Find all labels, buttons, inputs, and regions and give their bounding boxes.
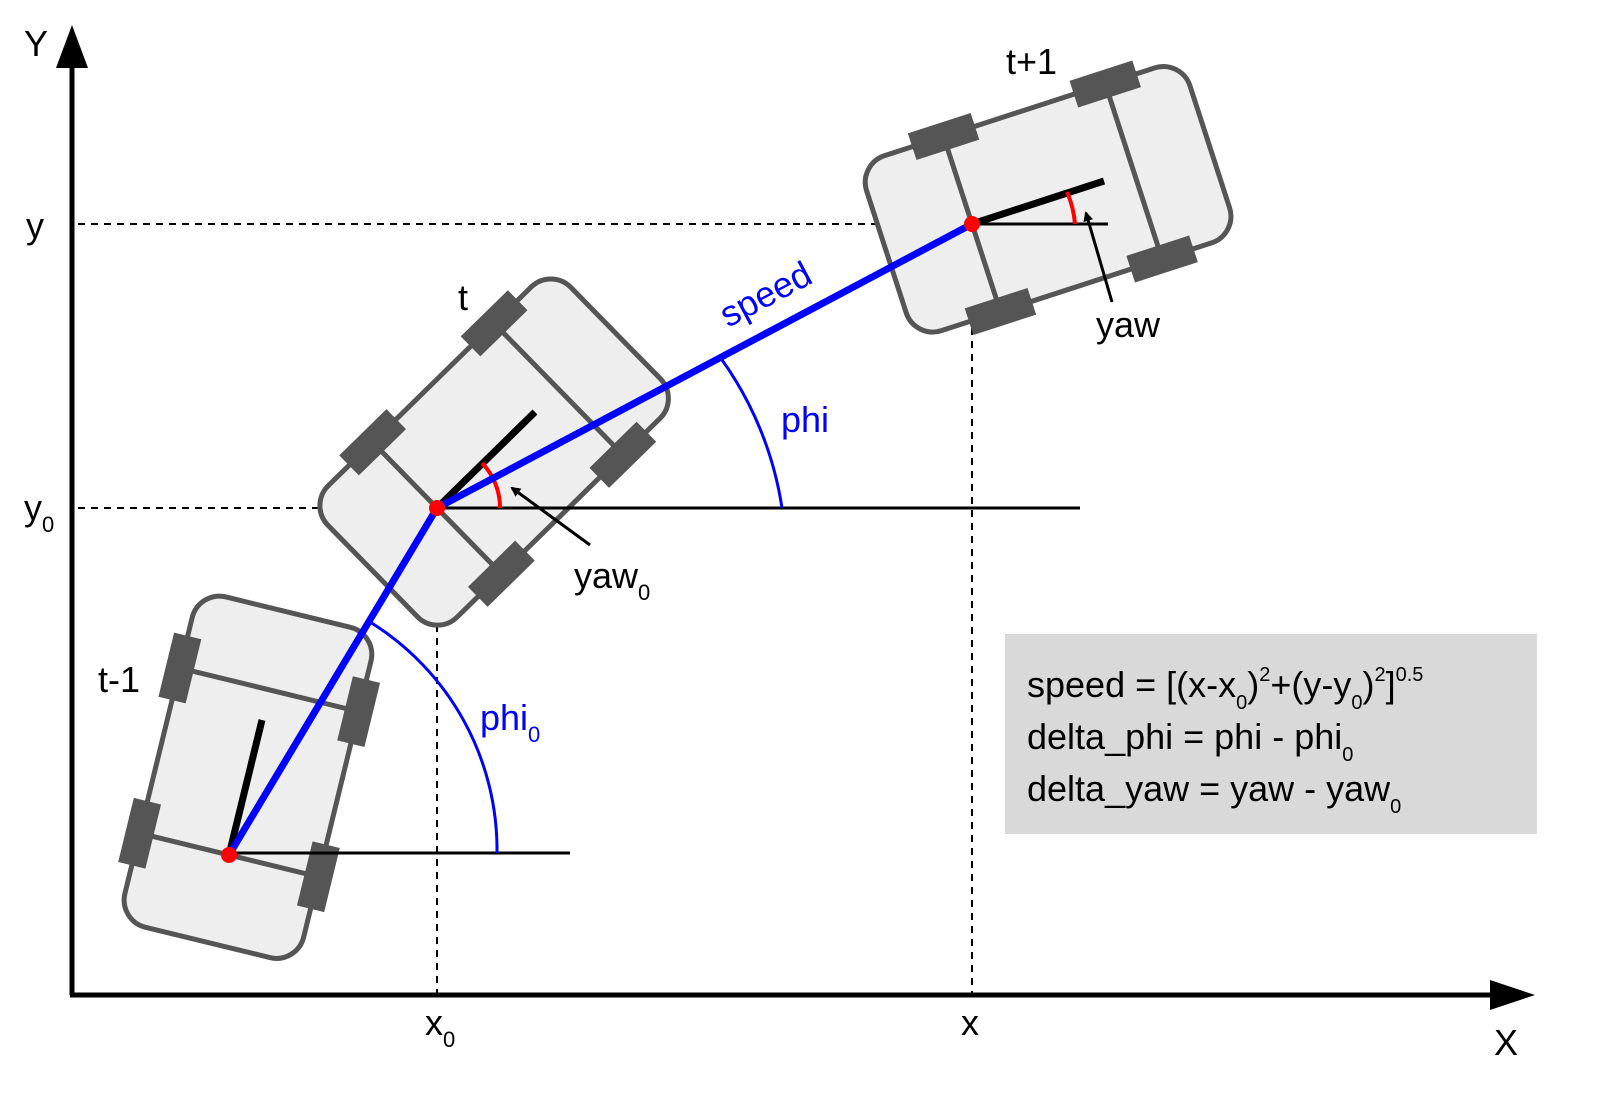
yaw-label: yaw bbox=[1096, 304, 1161, 345]
y0-tick: y0 bbox=[24, 487, 54, 537]
car-label-t: t bbox=[458, 277, 468, 318]
y-tick: y bbox=[26, 205, 44, 246]
x-axis-label: X bbox=[1494, 1022, 1518, 1063]
phi0-arc bbox=[370, 622, 497, 853]
x0-tick: x0 bbox=[425, 1002, 455, 1052]
yaw0-label: yaw0 bbox=[574, 555, 650, 605]
position-point-t-plus-1 bbox=[964, 216, 980, 232]
y-axis-label: Y bbox=[24, 23, 48, 64]
x-axis-arrow-icon bbox=[1490, 980, 1535, 1010]
car-label-t-minus-1: t-1 bbox=[98, 659, 140, 700]
phi0-label: phi0 bbox=[480, 697, 540, 747]
y-axis-arrow-icon bbox=[56, 25, 88, 68]
car-label-t-plus-1: t+1 bbox=[1006, 41, 1057, 82]
speed-label: speed bbox=[713, 253, 819, 335]
phi-label: phi bbox=[781, 399, 829, 440]
position-point-t-minus-1 bbox=[221, 847, 237, 863]
x-tick: x bbox=[961, 1002, 979, 1043]
position-point-t bbox=[429, 500, 445, 516]
phi-arc bbox=[720, 357, 782, 508]
